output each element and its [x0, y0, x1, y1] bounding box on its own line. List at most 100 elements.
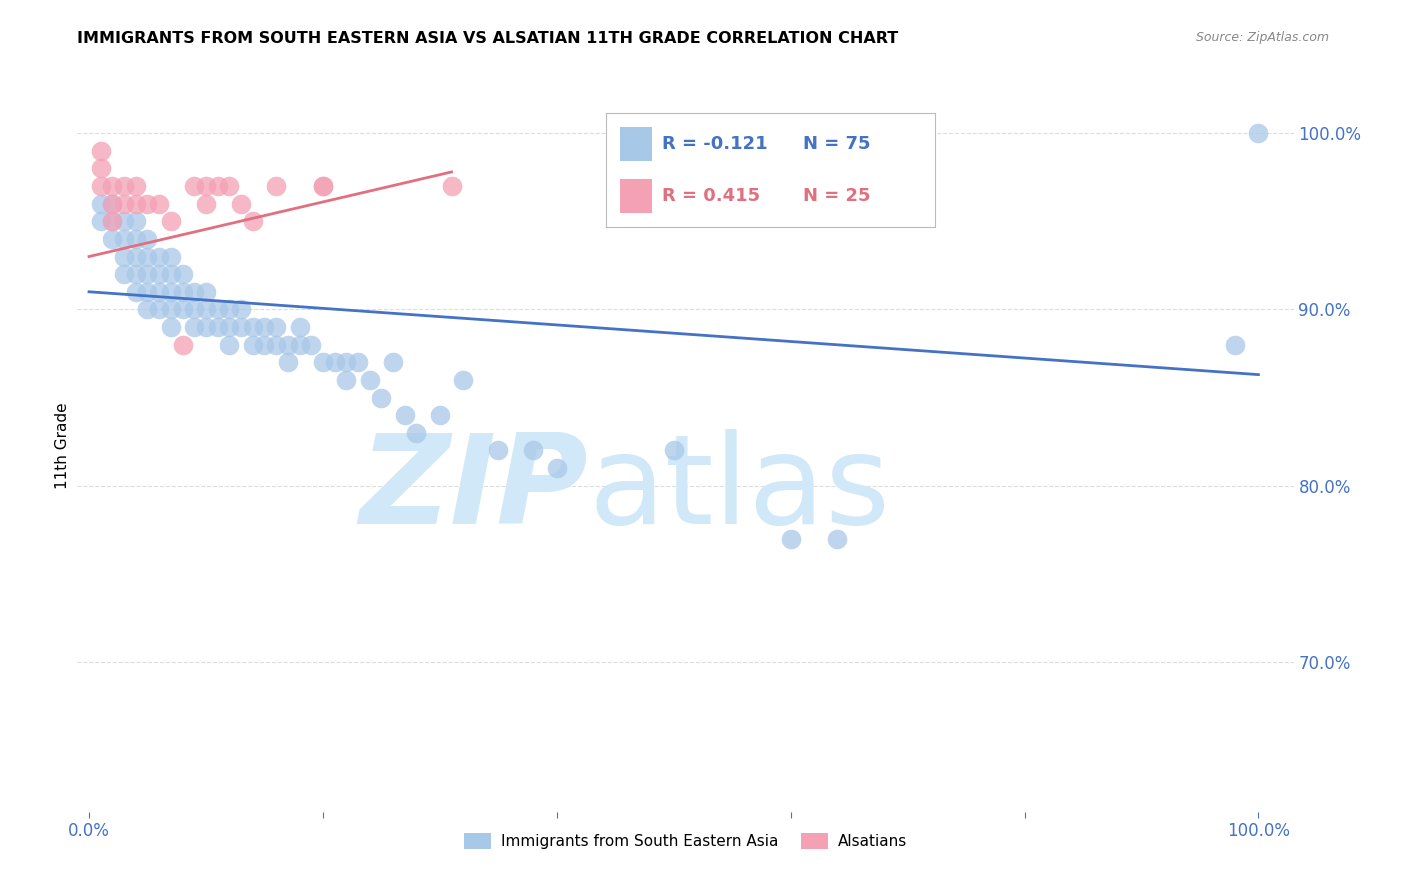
Point [242, 214, 264, 228]
Point [429, 408, 451, 422]
Point [90, 144, 112, 158]
Point [194, 179, 217, 194]
Point [172, 267, 194, 281]
Point [277, 337, 299, 351]
Point [394, 408, 416, 422]
Point [136, 285, 159, 299]
Point [90, 196, 112, 211]
Point [1223, 337, 1246, 351]
Point [183, 179, 205, 194]
Point [101, 214, 124, 228]
Point [136, 250, 159, 264]
Point [148, 196, 170, 211]
Point [90, 161, 112, 176]
Point [183, 320, 205, 334]
Point [112, 196, 135, 211]
Point [662, 443, 685, 458]
Point [312, 355, 335, 369]
Point [101, 179, 124, 194]
Point [451, 373, 474, 387]
Point [136, 267, 159, 281]
Point [160, 250, 183, 264]
Point [546, 461, 568, 475]
Point [323, 355, 346, 369]
Point [160, 285, 183, 299]
Point [207, 320, 229, 334]
Point [264, 179, 287, 194]
Point [218, 337, 240, 351]
Point [194, 320, 217, 334]
Point [90, 179, 112, 194]
Point [218, 320, 240, 334]
Point [112, 267, 135, 281]
Point [242, 320, 264, 334]
Point [370, 391, 392, 405]
Point [194, 196, 217, 211]
Point [148, 285, 170, 299]
Point [125, 285, 148, 299]
Point [207, 302, 229, 317]
Point [486, 443, 509, 458]
Point [148, 302, 170, 317]
Point [229, 320, 252, 334]
Point [172, 285, 194, 299]
Point [335, 373, 357, 387]
Point [101, 214, 124, 228]
Point [218, 179, 240, 194]
Point [148, 267, 170, 281]
Point [125, 267, 148, 281]
Point [440, 179, 463, 194]
Point [112, 250, 135, 264]
Point [125, 214, 148, 228]
Point [242, 337, 264, 351]
Point [125, 179, 148, 194]
Point [112, 179, 135, 194]
Y-axis label: 11th Grade: 11th Grade [55, 402, 70, 490]
Text: atlas: atlas [588, 429, 890, 550]
Point [90, 214, 112, 228]
Point [253, 337, 276, 351]
Point [405, 425, 427, 440]
Point [382, 355, 405, 369]
Point [229, 196, 252, 211]
Point [827, 532, 849, 546]
Point [312, 179, 335, 194]
Point [136, 196, 159, 211]
Text: ZIP: ZIP [360, 429, 588, 550]
Point [101, 196, 124, 211]
Point [779, 532, 801, 546]
Point [312, 179, 335, 194]
Point [160, 214, 183, 228]
Point [218, 302, 240, 317]
Point [101, 196, 124, 211]
Legend: Immigrants from South Eastern Asia, Alsatians: Immigrants from South Eastern Asia, Alsa… [458, 827, 912, 855]
Point [277, 355, 299, 369]
Point [1247, 126, 1270, 140]
Point [160, 320, 183, 334]
Point [112, 214, 135, 228]
Point [229, 302, 252, 317]
Point [136, 302, 159, 317]
Text: IMMIGRANTS FROM SOUTH EASTERN ASIA VS ALSATIAN 11TH GRADE CORRELATION CHART: IMMIGRANTS FROM SOUTH EASTERN ASIA VS AL… [77, 31, 898, 46]
Point [207, 179, 229, 194]
Point [288, 320, 311, 334]
Point [148, 250, 170, 264]
Point [183, 285, 205, 299]
Point [101, 232, 124, 246]
Point [183, 302, 205, 317]
Point [125, 196, 148, 211]
Point [288, 337, 311, 351]
Point [136, 232, 159, 246]
Point [522, 443, 544, 458]
Point [253, 320, 276, 334]
Point [125, 232, 148, 246]
Point [194, 302, 217, 317]
Point [264, 337, 287, 351]
Point [160, 302, 183, 317]
Point [335, 355, 357, 369]
Point [264, 320, 287, 334]
Point [125, 250, 148, 264]
Point [172, 302, 194, 317]
Point [112, 232, 135, 246]
Point [194, 285, 217, 299]
